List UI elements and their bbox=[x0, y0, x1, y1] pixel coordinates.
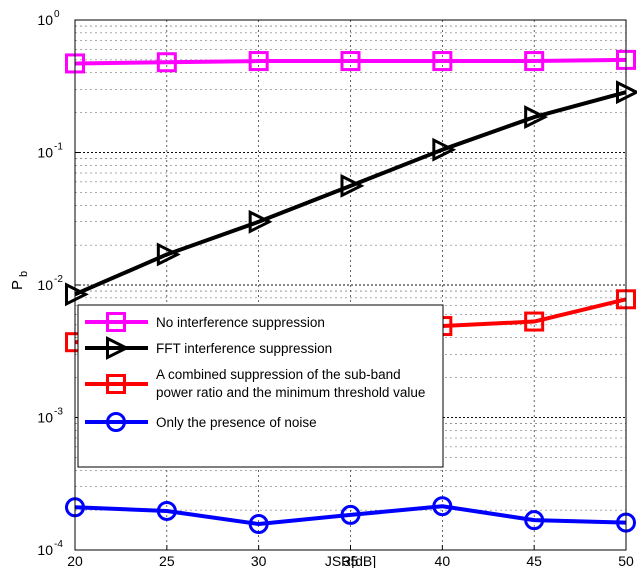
data-point bbox=[432, 51, 453, 72]
series-line bbox=[74, 57, 627, 66]
legend-layer: No interference suppression FFT interfere… bbox=[77, 304, 444, 468]
legend-marker bbox=[106, 374, 126, 394]
x-tick-label: 45 bbox=[526, 553, 542, 568]
data-point bbox=[340, 504, 361, 525]
legend-label: power ratio and the minimum threshold va… bbox=[156, 385, 425, 400]
y-axis-label-sub: b bbox=[18, 271, 30, 277]
data-point bbox=[65, 282, 89, 307]
y-tick-exponent: -1 bbox=[54, 142, 63, 153]
y-tick-label: 10 -2 bbox=[37, 274, 63, 293]
series-line bbox=[74, 504, 627, 527]
x-tick-label: 25 bbox=[159, 553, 175, 568]
y-tick-label: 10 -1 bbox=[37, 142, 63, 161]
y-tick-exponent: -3 bbox=[54, 407, 63, 418]
x-tick-label: 35 bbox=[343, 553, 359, 568]
y-axis-label: Pb bbox=[9, 271, 30, 290]
x-tick-label: 30 bbox=[251, 553, 267, 568]
data-point bbox=[616, 80, 637, 105]
legend-label: Only the presence of noise bbox=[156, 415, 317, 430]
data-point bbox=[524, 51, 545, 72]
axes-layer bbox=[74, 19, 627, 551]
data-point bbox=[340, 173, 365, 198]
data-point bbox=[340, 51, 361, 72]
y-tick-exponent: -2 bbox=[54, 274, 63, 285]
series-line bbox=[74, 90, 627, 297]
data-point bbox=[432, 137, 457, 162]
data-point bbox=[524, 105, 549, 130]
data-point bbox=[248, 51, 269, 72]
series-1 bbox=[65, 80, 637, 307]
legend-entry-0: No interference suppression bbox=[85, 312, 325, 332]
legend-marker bbox=[106, 412, 126, 432]
x-tick-label: 50 bbox=[618, 553, 634, 568]
y-tick-base: 10 bbox=[37, 277, 53, 293]
y-tick-label: 10 0 bbox=[37, 9, 60, 28]
legend-label: No interference suppression bbox=[156, 315, 325, 330]
data-point bbox=[432, 496, 453, 517]
legend-label: A combined suppression of the sub-band bbox=[156, 367, 401, 382]
data-point bbox=[156, 242, 181, 267]
y-tick-exponent: -4 bbox=[54, 539, 63, 550]
x-tick-label: 40 bbox=[435, 553, 451, 568]
legend-marker bbox=[106, 312, 126, 332]
series-0 bbox=[65, 49, 636, 74]
legend-entry-3: Only the presence of noise bbox=[85, 412, 317, 432]
data-point bbox=[524, 311, 545, 332]
y-tick-exponent: 0 bbox=[54, 9, 60, 20]
data-point bbox=[156, 52, 177, 73]
y-tick-label: 10 -4 bbox=[37, 539, 63, 558]
legend-entry-1: FFT interference suppression bbox=[85, 336, 332, 360]
legend-marker bbox=[106, 336, 130, 360]
y-tick-base: 10 bbox=[37, 12, 53, 28]
data-point bbox=[248, 209, 273, 234]
y-tick-base: 10 bbox=[37, 410, 53, 426]
y-axis-label-main: P bbox=[9, 280, 26, 290]
legend-label: FFT interference suppression bbox=[156, 341, 332, 356]
grid-layer bbox=[74, 19, 627, 551]
y-tick-base: 10 bbox=[37, 145, 53, 161]
x-tick-label: 20 bbox=[67, 553, 83, 568]
data-point bbox=[524, 510, 545, 531]
y-tick-base: 10 bbox=[37, 542, 53, 558]
series-3 bbox=[65, 496, 636, 535]
y-tick-label: 10 -3 bbox=[37, 407, 63, 426]
data-point bbox=[156, 500, 177, 521]
data-point bbox=[248, 514, 269, 535]
legend-entry-2: A combined suppression of the sub-band po… bbox=[85, 367, 425, 400]
x-axis-label: JSR[dB] bbox=[325, 553, 376, 568]
